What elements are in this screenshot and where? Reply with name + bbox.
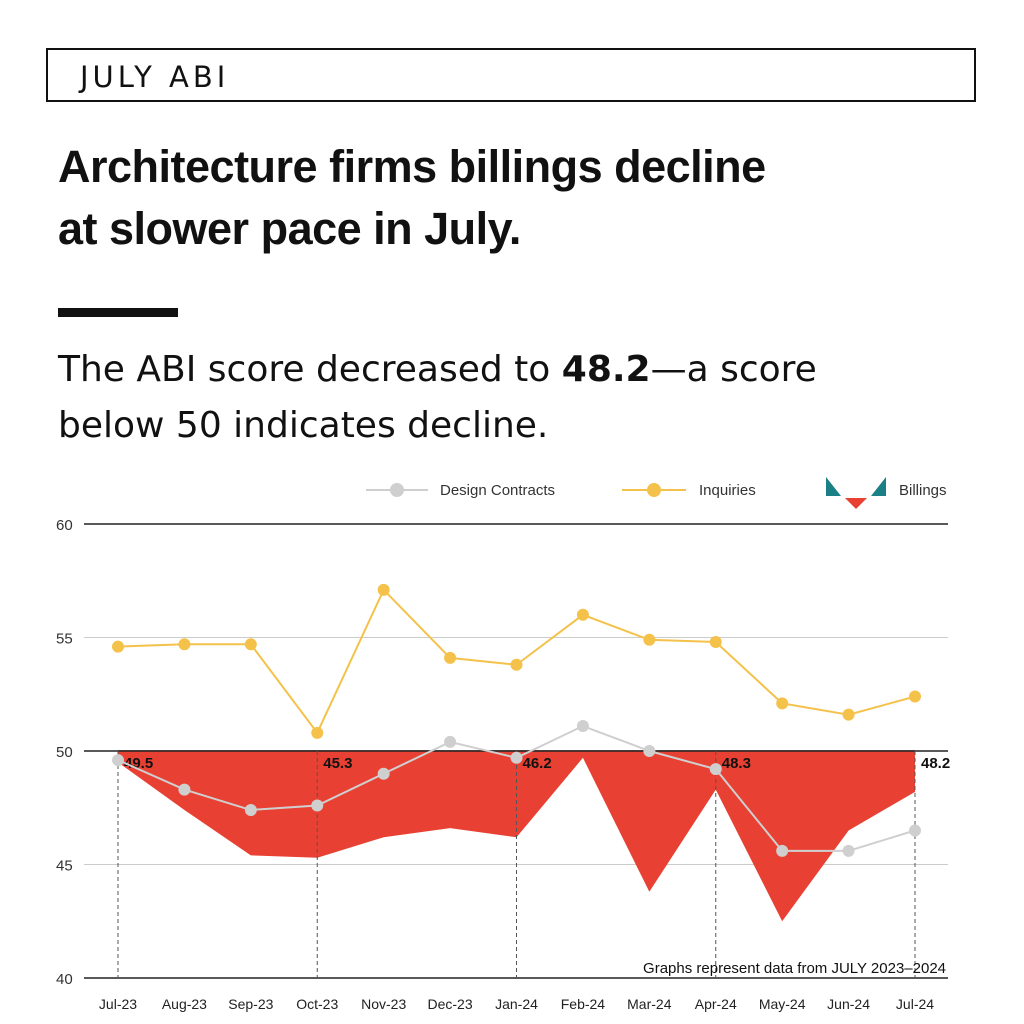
divider-rule	[58, 308, 178, 317]
headline-line-1: Architecture firms billings decline	[58, 141, 766, 192]
design-contracts-point-Jan-24	[510, 751, 523, 764]
x-tick-label-Jul-24: Jul-24	[896, 996, 934, 1012]
design-contracts-point-Jun-24	[842, 844, 855, 857]
x-tick-label-Oct-23: Oct-23	[296, 996, 338, 1012]
legend-billings-icon-right	[871, 477, 886, 496]
y-tick-label-40: 40	[56, 971, 73, 988]
subhead: The ABI score decreased to 48.2—a score …	[58, 342, 958, 454]
x-tick-label-Mar-24: Mar-24	[627, 996, 672, 1012]
subhead-suffix: —a score	[650, 349, 817, 390]
design-contracts-point-May-24	[776, 844, 789, 857]
billings-value-label-48.2: 48.2	[921, 755, 950, 772]
subhead-prefix: The ABI score decreased to	[58, 349, 562, 390]
design-contracts-point-Dec-23	[444, 735, 457, 748]
headline-line-2: at slower pace in July.	[58, 203, 521, 254]
headline: Architecture firms billings decline at s…	[58, 136, 958, 260]
legend-design-contracts-marker	[390, 483, 404, 497]
legend-inquiries-label: Inquiries	[699, 482, 756, 499]
billings-value-label-49.5: 49.5	[124, 755, 153, 772]
design-contracts-point-Nov-23	[377, 767, 390, 780]
x-tick-label-Jan-24: Jan-24	[495, 996, 538, 1012]
inquiries-point-Sep-23	[244, 638, 257, 651]
design-contracts-point-Sep-23	[244, 804, 257, 817]
inquiries-point-Jul-24	[909, 690, 921, 703]
inquiries-point-Feb-24	[576, 608, 589, 621]
design-contracts-point-Apr-24	[709, 763, 722, 776]
y-tick-label-60: 60	[56, 517, 73, 534]
billings-value-label-45.3: 45.3	[323, 755, 352, 772]
x-tick-label-Jun-24: Jun-24	[827, 996, 870, 1012]
subhead-line-2: below 50 indicates decline.	[58, 405, 549, 446]
inquiries-point-Aug-23	[178, 638, 191, 651]
x-tick-label-May-24: May-24	[759, 996, 806, 1012]
billings-value-label-48.3: 48.3	[722, 755, 751, 772]
billings-value-label-46.2: 46.2	[523, 755, 552, 772]
y-tick-label-55: 55	[56, 631, 73, 648]
design-contracts-point-Jul-24	[909, 824, 921, 837]
legend-inquiries-marker	[647, 483, 661, 497]
section-tag-label: JULY ABI	[80, 60, 230, 94]
legend-billings-label: Billings	[899, 482, 947, 499]
abi-chart: 40 45 50 55 60 49.5 45.3 46.2 48.3 48.2 Jul-23 Aug-…	[56, 477, 950, 1012]
design-contracts-point-Mar-24	[643, 745, 656, 757]
chart-footnote: Graphs represent data from JULY 2023–202…	[643, 960, 946, 977]
x-tick-label-Apr-24: Apr-24	[695, 996, 737, 1012]
legend-billings-icon-left	[826, 477, 841, 496]
inquiries-point-Nov-23	[377, 583, 390, 596]
x-tick-label-Jul-23: Jul-23	[99, 996, 137, 1012]
design-contracts-point-Feb-24	[576, 720, 589, 733]
inquiries-point-Oct-23	[311, 726, 324, 739]
inquiries-point-Dec-23	[444, 651, 457, 664]
inquiries-point-Apr-24	[709, 636, 722, 649]
inquiries-point-May-24	[776, 697, 789, 710]
inquiries-point-Jun-24	[842, 708, 855, 721]
x-tick-label-Nov-23: Nov-23	[361, 996, 406, 1012]
y-tick-label-50: 50	[56, 744, 73, 761]
inquiries-point-Mar-24	[643, 633, 656, 646]
y-tick-label-45: 45	[56, 858, 73, 875]
inquiries-point-Jul-23	[112, 640, 124, 653]
x-tick-label-Sep-23: Sep-23	[228, 996, 273, 1012]
design-contracts-point-Jul-23	[112, 754, 124, 767]
legend-design-contracts-label: Design Contracts	[440, 482, 555, 499]
inquiries-point-Jan-24	[510, 658, 523, 671]
design-contracts-point-Aug-23	[178, 783, 191, 796]
subhead-value: 48.2	[561, 349, 651, 390]
section-tag: JULY ABI	[46, 48, 976, 102]
design-contracts-point-Oct-23	[311, 799, 324, 812]
x-tick-label-Aug-23: Aug-23	[162, 996, 207, 1012]
legend-billings-icon-bottom	[845, 498, 867, 509]
x-tick-label-Dec-23: Dec-23	[428, 996, 473, 1012]
x-tick-label-Feb-24: Feb-24	[561, 996, 606, 1012]
